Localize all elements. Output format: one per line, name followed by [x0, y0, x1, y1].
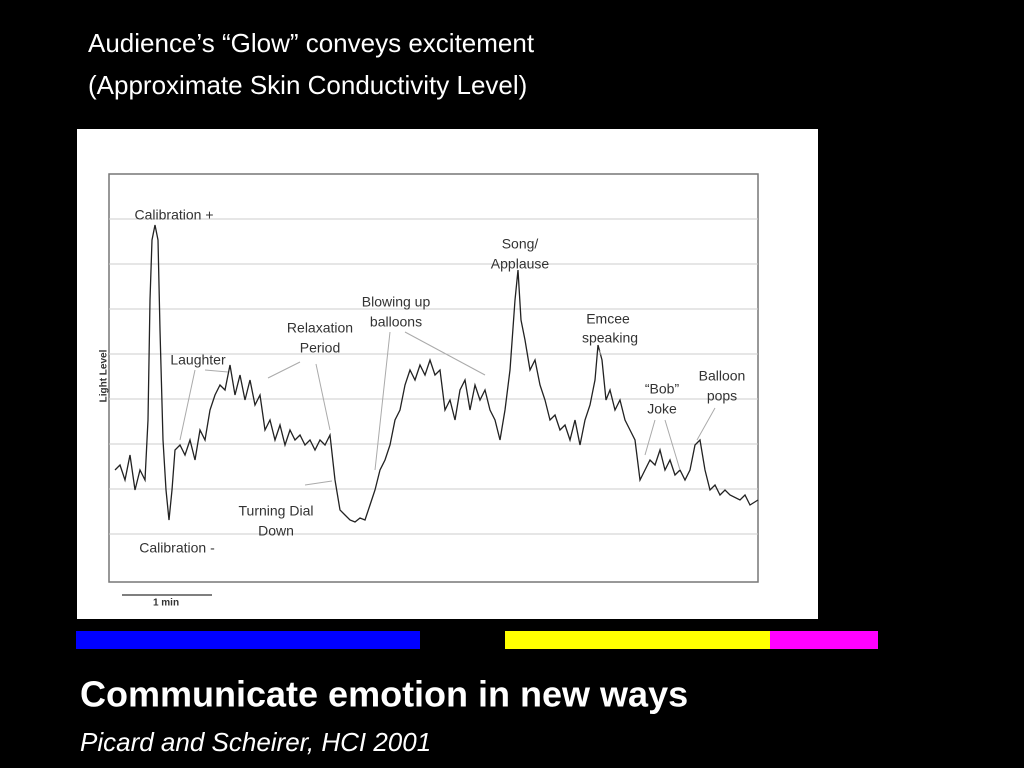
annotation: Song/: [502, 236, 539, 252]
leader-lines: [179, 331, 716, 486]
annotation: Applause: [491, 256, 550, 272]
citation: Picard and Scheirer, HCI 2001: [80, 727, 431, 757]
annotation: Joke: [647, 401, 677, 417]
trace: [114, 224, 759, 523]
annotation: Turning Dial: [239, 503, 314, 519]
annotation: Emcee: [586, 311, 630, 327]
color-bar: [76, 631, 420, 649]
heading: Communicate emotion in new ways: [80, 674, 688, 715]
title-line: Audience’s “Glow” conveys excitement: [88, 28, 535, 58]
annotation: “Bob”: [645, 381, 680, 397]
title-line: (Approximate Skin Conductivity Level): [88, 70, 527, 100]
annotation: Blowing up: [362, 294, 431, 310]
color-bar: [505, 631, 770, 649]
plot-frame: [108, 173, 759, 583]
annotation: pops: [707, 388, 737, 404]
annotation: Calibration +: [135, 207, 214, 223]
annotation: Laughter: [170, 352, 226, 368]
scale-label: 1 min: [153, 598, 179, 609]
annotation: speaking: [582, 330, 638, 346]
annotation: Relaxation: [287, 320, 353, 336]
annotation: Calibration -: [139, 540, 215, 556]
grid: [109, 218, 758, 535]
annotation: Balloon: [699, 368, 746, 384]
y-axis-label: Light Level: [99, 349, 110, 402]
annotation: balloons: [370, 314, 422, 330]
annotation: Down: [258, 523, 294, 539]
color-bar: [770, 631, 878, 649]
figure-background: [77, 129, 818, 619]
annotation: Period: [300, 340, 340, 356]
